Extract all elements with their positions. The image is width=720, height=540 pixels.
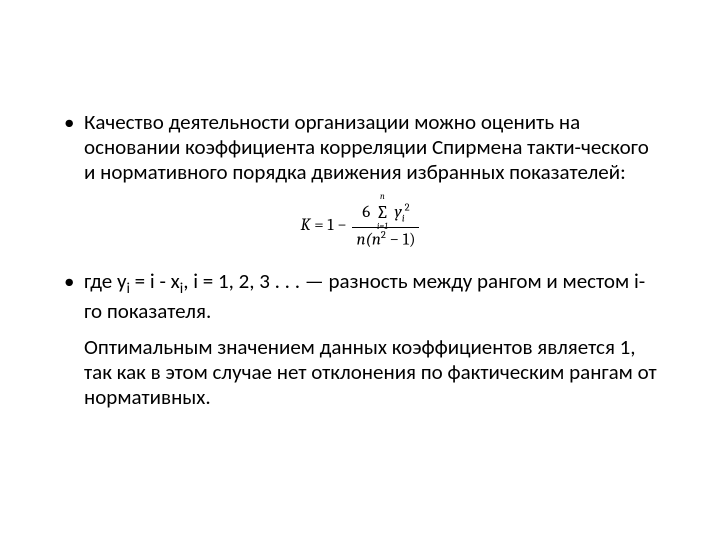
y-var: y <box>395 203 402 222</box>
b2-prefix: где у <box>84 268 126 294</box>
b2-mid1: = i - х <box>130 268 180 294</box>
y-sup: 2 <box>405 202 410 214</box>
formula: K = 1 − 6 n ∑ i=1 yi2 n(n2 − 1) <box>60 202 660 250</box>
y-sub: i <box>402 213 405 225</box>
b2-continuation: Оптимальным значением данных коэффициент… <box>84 335 660 409</box>
bullet-list-2: где уi = i - хi, i = 1, 2, 3 . . . — раз… <box>60 269 660 410</box>
sigma-icon: ∑ <box>376 202 389 223</box>
bullet-1-text: Качество деятельности организации можно … <box>84 109 649 185</box>
bullet-list: Качество деятельности организации можно … <box>60 110 660 184</box>
formula-numerator: 6 n ∑ i=1 yi2 <box>352 202 419 228</box>
formula-fraction: 6 n ∑ i=1 yi2 n(n 2 − 1) <box>352 202 419 250</box>
num-coeff: 6 <box>362 203 370 222</box>
slide: Качество деятельности организации можно … <box>0 0 720 540</box>
den-right: − 1) <box>386 231 416 250</box>
sum-symbol: n ∑ i=1 <box>376 202 389 224</box>
sum-upper: n <box>376 193 389 203</box>
formula-lhs: K <box>301 216 311 235</box>
den-left: n(n <box>356 231 380 250</box>
bullet-item-2: где уi = i - хi, i = 1, 2, 3 . . . — раз… <box>60 269 660 410</box>
formula-eq: = <box>311 216 328 235</box>
bullet-item-1: Качество деятельности организации можно … <box>60 110 660 184</box>
sum-lower: i=1 <box>376 223 389 233</box>
formula-minus: − <box>334 216 351 235</box>
